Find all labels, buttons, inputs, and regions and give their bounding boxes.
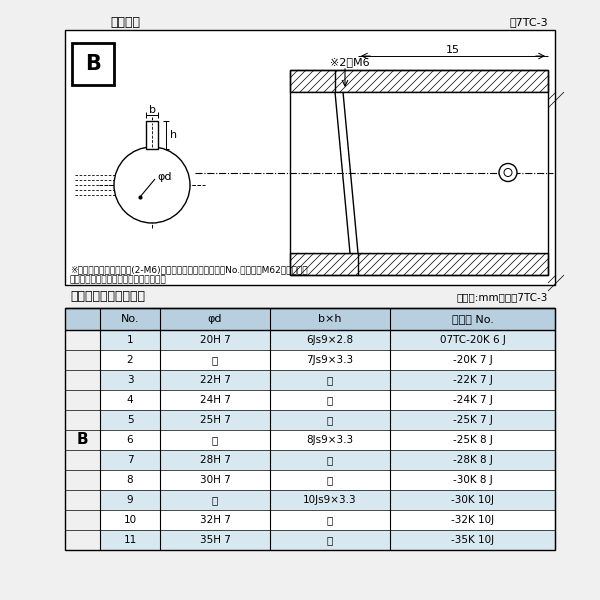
Text: 軸穴形状: 軸穴形状 (110, 16, 140, 28)
Text: 5: 5 (127, 415, 133, 425)
Text: 〃: 〃 (327, 415, 333, 425)
Text: 4: 4 (127, 395, 133, 405)
Text: 〃: 〃 (212, 355, 218, 365)
Bar (290, 253, 548, 275)
Text: ※セットボルト用タップ(2-M6)が必要な場合は右記コードNo.の末尾にM62を付ける。: ※セットボルト用タップ(2-M6)が必要な場合は右記コードNo.の末尾にM62を… (70, 265, 308, 275)
Text: 〃: 〃 (327, 535, 333, 545)
Text: 10Js9×3.3: 10Js9×3.3 (303, 495, 357, 505)
Text: h: h (170, 130, 177, 140)
Text: ※2－M6: ※2－M6 (330, 57, 370, 67)
Text: -32K 10J: -32K 10J (451, 515, 494, 525)
Text: B: B (77, 433, 88, 448)
Bar (290, 92, 548, 253)
Bar (65, 30, 555, 285)
Text: 28H 7: 28H 7 (200, 455, 230, 465)
Text: 20H 7: 20H 7 (200, 335, 230, 345)
Text: 11: 11 (124, 535, 137, 545)
Text: （単位:mm）　表7TC-3: （単位:mm） 表7TC-3 (457, 292, 548, 302)
Bar (100, 470, 555, 490)
Bar (146, 121, 158, 149)
Text: b×h: b×h (318, 314, 342, 324)
Bar (100, 530, 555, 550)
Text: 8Js9×3.3: 8Js9×3.3 (307, 435, 353, 445)
Bar (72, 43, 114, 85)
Text: 10: 10 (124, 515, 137, 525)
Text: -22K 7 J: -22K 7 J (452, 375, 493, 385)
Text: B: B (85, 54, 101, 74)
Text: 〃: 〃 (327, 475, 333, 485)
Text: -20K 7 J: -20K 7 J (452, 355, 493, 365)
Text: 32H 7: 32H 7 (200, 515, 230, 525)
Bar (290, 70, 548, 92)
Text: 〃: 〃 (327, 375, 333, 385)
Text: 9: 9 (127, 495, 133, 505)
Text: 〃: 〃 (327, 395, 333, 405)
Text: -30K 8 J: -30K 8 J (452, 475, 493, 485)
Text: 7: 7 (127, 455, 133, 465)
Bar (100, 430, 555, 450)
Bar (100, 370, 555, 390)
Text: -25K 7 J: -25K 7 J (452, 415, 493, 425)
Text: 〃: 〃 (212, 435, 218, 445)
Text: b: b (149, 105, 155, 115)
Circle shape (499, 163, 517, 181)
Bar (65, 308, 555, 330)
Bar (100, 330, 555, 350)
Text: -35K 10J: -35K 10J (451, 535, 494, 545)
Text: 3: 3 (127, 375, 133, 385)
Text: 2: 2 (127, 355, 133, 365)
Text: φd: φd (157, 172, 172, 182)
Text: 図7TC-3: 図7TC-3 (509, 17, 548, 27)
Text: （セットボルトは付属されています。）: （セットボルトは付属されています。） (70, 275, 167, 284)
Text: -24K 7 J: -24K 7 J (452, 395, 493, 405)
Text: 25H 7: 25H 7 (200, 415, 230, 425)
Text: 24H 7: 24H 7 (200, 395, 230, 405)
Text: 〃: 〃 (327, 515, 333, 525)
Bar (100, 410, 555, 430)
Text: -30K 10J: -30K 10J (451, 495, 494, 505)
Text: No.: No. (121, 314, 139, 324)
Text: 7Js9×3.3: 7Js9×3.3 (307, 355, 353, 365)
Text: 35H 7: 35H 7 (200, 535, 230, 545)
Text: -28K 8 J: -28K 8 J (452, 455, 493, 465)
Text: 6Js9×2.8: 6Js9×2.8 (307, 335, 353, 345)
Text: 〃: 〃 (212, 495, 218, 505)
Circle shape (504, 169, 512, 176)
Bar (100, 390, 555, 410)
Text: 軸穴形状コード一覧表: 軸穴形状コード一覧表 (70, 290, 145, 304)
Text: コード No.: コード No. (452, 314, 493, 324)
Text: 22H 7: 22H 7 (200, 375, 230, 385)
Text: 15: 15 (446, 45, 460, 55)
Text: 8: 8 (127, 475, 133, 485)
Bar (290, 70, 548, 92)
Bar (100, 510, 555, 530)
Bar (100, 490, 555, 510)
Bar (100, 450, 555, 470)
Circle shape (114, 147, 190, 223)
Text: 07TC-20K 6 J: 07TC-20K 6 J (440, 335, 505, 345)
Text: 〃: 〃 (327, 455, 333, 465)
Text: φd: φd (208, 314, 222, 324)
Bar (65, 308, 555, 550)
Bar (100, 350, 555, 370)
Text: -25K 8 J: -25K 8 J (452, 435, 493, 445)
Text: 6: 6 (127, 435, 133, 445)
Text: 1: 1 (127, 335, 133, 345)
Text: 30H 7: 30H 7 (200, 475, 230, 485)
